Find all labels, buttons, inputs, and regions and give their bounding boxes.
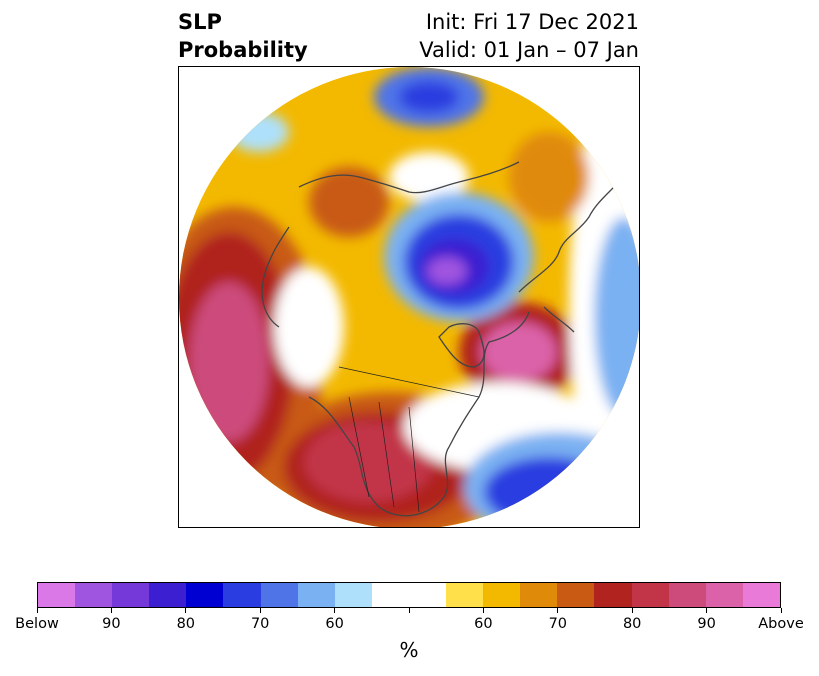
alaska-coast [261,226,290,328]
europe-above [509,132,589,222]
colorbar-tick [482,608,484,613]
colorbar-segment [38,583,76,607]
colorbar [37,582,781,608]
title-right: Init: Fri 17 Dec 2021 Valid: 01 Jan – 07… [419,8,639,64]
colorbar-segment [149,583,187,607]
colorbar-tick-label: Above [758,616,804,632]
title-type: Probability [178,38,308,62]
colorbar-segment [446,583,484,607]
arctic-below-peak [427,257,467,285]
west-atlantic-below-core [484,457,614,527]
colorbar-tick [334,608,336,613]
colorbar-segment [705,583,743,607]
iceland-coast [543,306,575,333]
siberia-above [309,167,389,237]
colorbar-tick [408,608,410,613]
greenland-europe-coast [518,166,630,293]
probability-map [179,67,639,527]
colorbar-segment [408,583,447,607]
bering-below [229,112,289,152]
north-america-coast [308,311,530,517]
north-pacific-above-peak [189,282,269,442]
colorbar-segment [668,583,706,607]
colorbar-tick-label: 80 [622,616,642,632]
hudson-bay-coast [438,323,485,368]
map-panel [178,66,640,528]
colorbar-tick [110,608,112,613]
colorbar-tick-label: 60 [474,616,493,632]
colorbar-segment [75,583,113,607]
colorbar-tick-label: 80 [176,616,196,632]
neutral-band-west [274,267,344,387]
country-borders [338,366,480,513]
colorbar-segment [112,583,150,607]
us-canada-border [338,366,480,398]
north-atlantic-below [594,217,639,417]
colorbar-segment [631,583,669,607]
title-left: SLP Probability [178,8,308,64]
neutral-band-arctic [389,152,469,202]
colorbar-tick [185,608,187,613]
colorbar-segment [260,583,298,607]
colorbar-tick-label: 90 [102,616,121,632]
siberia-coast [298,161,520,194]
colorbar-tick-label: 60 [325,616,344,632]
colorbar-unit: % [399,638,419,662]
coastlines [261,161,630,517]
north-siberia-below-core [399,81,459,113]
colorbar-tick [557,608,559,613]
colorbar-segment [557,583,595,607]
colorbar-tick [36,608,38,613]
colorbar-segment [483,583,521,607]
colorbar-segment [520,583,558,607]
colorbar-tick-label: Below [15,616,59,632]
colorbar-segment [297,583,335,607]
colorbar-tick [259,608,261,613]
colorbar-tick [780,608,782,613]
colorbar-segment [223,583,261,607]
conus-above-peak [304,422,434,502]
colorbar-segment [334,583,372,607]
title-variable: SLP [178,10,222,34]
east-canada-above-peak [481,322,557,382]
colorbar-segment [186,583,224,607]
colorbar-tick [631,608,633,613]
colorbar-tick [706,608,708,613]
colorbar-segment [371,583,409,607]
colorbar-tick-label: 70 [548,616,568,632]
colorbar-tick-label: 90 [697,616,716,632]
init-date: Init: Fri 17 Dec 2021 [425,10,639,34]
colorbar-tick-label: 70 [250,616,270,632]
colorbar-segment [742,583,780,607]
state-lines [348,396,420,513]
valid-range: Valid: 01 Jan – 07 Jan [419,38,639,62]
colorbar-segment [594,583,632,607]
